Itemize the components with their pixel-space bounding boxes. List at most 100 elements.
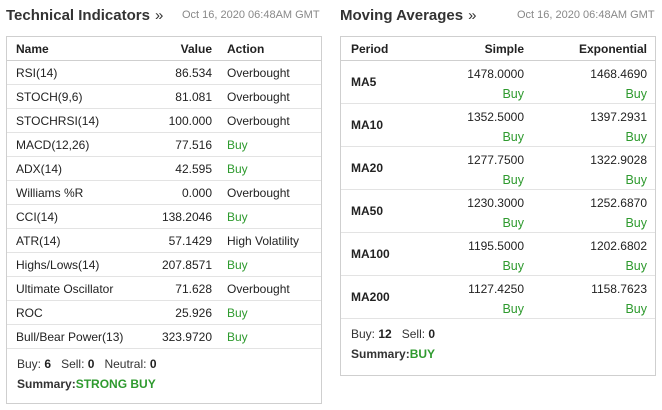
moving-counts: Buy: 12 Sell: 0 xyxy=(351,327,645,341)
table-row: Bull/Bear Power(13) 323.9720 Buy xyxy=(7,325,321,349)
ma-simple-value: 1127.4250 xyxy=(468,282,524,296)
table-row: Highs/Lows(14) 207.8571 Buy xyxy=(7,253,321,277)
ma-buy-count: 12 xyxy=(378,327,392,341)
ma-simple-signal: Buy xyxy=(502,130,524,144)
ma-simple-cell: 1195.5000 Buy xyxy=(436,233,524,275)
ma-simple-value: 1478.0000 xyxy=(467,67,524,81)
indicator-value: 323.9720 xyxy=(161,329,212,344)
ma-simple-signal: Buy xyxy=(502,216,524,230)
indicator-name[interactable]: STOCHRSI(14) xyxy=(16,113,100,128)
indicator-value: 86.534 xyxy=(175,65,212,80)
indicator-name[interactable]: RSI(14) xyxy=(16,65,58,80)
indicator-value: 25.926 xyxy=(175,305,212,320)
ma-sell-count: 0 xyxy=(428,327,436,341)
sell-count: 0 xyxy=(87,357,95,371)
table-row: MA50 1230.3000 Buy 1252.6870 Buy xyxy=(341,190,655,233)
ma-simple-value: 1352.5000 xyxy=(467,110,524,124)
indicator-value: 100.000 xyxy=(168,113,212,128)
ma-period: MA200 xyxy=(351,290,390,304)
col-header-action: Action xyxy=(227,41,265,56)
moving-averages-more-icon[interactable]: » xyxy=(468,6,477,24)
moving-timestamp: Oct 16, 2020 06:48AM GMT xyxy=(517,9,655,21)
col-header-period: Period xyxy=(351,41,389,56)
table-row: Williams %R 0.000 Overbought xyxy=(7,181,321,205)
ma-exp-cell: 1158.7623 Buy xyxy=(524,276,647,318)
moving-header-row: Period Simple Exponential xyxy=(341,37,655,61)
ma-period: MA100 xyxy=(351,247,390,261)
ma-exp-value: 1252.6870 xyxy=(590,196,647,210)
technical-timestamp: Oct 16, 2020 06:48AM GMT xyxy=(182,9,320,21)
indicator-name[interactable]: Ultimate Oscillator xyxy=(16,281,114,296)
indicator-name[interactable]: MACD(12,26) xyxy=(16,137,90,152)
ma-simple-cell: 1127.4250 Buy xyxy=(436,276,524,318)
technical-counts: Buy: 6 Sell: 0 Neutral: 0 xyxy=(17,357,311,371)
ma-simple-cell: 1230.3000 Buy xyxy=(436,190,524,232)
ma-exp-signal: Buy xyxy=(625,130,647,144)
buy-count: 6 xyxy=(44,357,52,371)
indicator-name[interactable]: STOCH(9,6) xyxy=(16,89,83,104)
ma-summary-label: Summary: xyxy=(351,347,410,361)
indicator-name[interactable]: Highs/Lows(14) xyxy=(16,257,100,272)
indicator-value: 42.595 xyxy=(175,161,212,176)
ma-simple-cell: 1478.0000 Buy xyxy=(436,61,524,103)
technical-indicators-more-icon[interactable]: » xyxy=(154,6,164,24)
technical-rows: RSI(14) 86.534 Overbought STOCH(9,6) 81.081 O… xyxy=(7,61,321,349)
ma-simple-signal: Buy xyxy=(502,87,524,101)
col-header-exponential: Exponential xyxy=(578,41,647,56)
ma-period: MA10 xyxy=(351,118,384,132)
ma-simple-signal: Buy xyxy=(502,259,524,273)
ma-simple-cell: 1277.7500 Buy xyxy=(436,147,524,189)
summary-verdict: STRONG BUY xyxy=(75,377,156,391)
ma-simple-value: 1195.5000 xyxy=(468,239,524,253)
indicator-action: Buy xyxy=(227,257,248,272)
ma-exp-value: 1397.2931 xyxy=(590,110,647,124)
table-row: MA20 1277.7500 Buy 1322.9028 Buy xyxy=(341,147,655,190)
moving-summary: Summary:BUY xyxy=(351,347,645,361)
ma-exp-cell: 1252.6870 Buy xyxy=(524,190,647,232)
indicator-name[interactable]: ADX(14) xyxy=(16,161,63,176)
indicator-action: Overbought xyxy=(227,281,290,296)
indicator-value: 57.1429 xyxy=(168,233,212,248)
indicator-value: 138.2046 xyxy=(161,209,212,224)
indicator-name[interactable]: CCI(14) xyxy=(16,209,59,224)
ma-period: MA20 xyxy=(351,161,384,175)
ma-exp-value: 1158.7623 xyxy=(591,282,647,296)
indicator-name[interactable]: Williams %R xyxy=(16,185,84,200)
moving-footer: Buy: 12 Sell: 0 Summary:BUY xyxy=(341,319,655,361)
ma-simple-signal: Buy xyxy=(502,173,524,187)
indicator-name[interactable]: ROC xyxy=(16,305,43,320)
indicator-value: 207.8571 xyxy=(161,257,212,272)
ma-exp-cell: 1397.2931 Buy xyxy=(524,104,647,146)
ma-exp-signal: Buy xyxy=(625,87,647,101)
table-row: MA200 1127.4250 Buy 1158.7623 Buy xyxy=(341,276,655,319)
moving-averages-table: Period Simple Exponential MA5 1478.0000 Bu… xyxy=(340,36,656,376)
summary-label: Summary: xyxy=(17,377,76,391)
col-header-name: Name xyxy=(16,41,49,56)
table-row: MACD(12,26) 77.516 Buy xyxy=(7,133,321,157)
indicator-action: Overbought xyxy=(227,185,290,200)
ma-simple-value: 1230.3000 xyxy=(467,196,524,210)
technical-indicators-table: Name Value Action RSI(14) 86.534 Overbough… xyxy=(6,36,322,404)
moving-averages-title[interactable]: Moving Averages xyxy=(340,6,464,24)
technical-indicators-header: Technical Indicators » xyxy=(6,5,163,25)
technical-indicators-title[interactable]: Technical Indicators xyxy=(6,6,150,24)
buy-count-label: Buy: xyxy=(17,357,42,371)
ma-exp-cell: 1322.9028 Buy xyxy=(524,147,647,189)
ma-period: MA5 xyxy=(351,75,377,89)
ma-simple-cell: 1352.5000 Buy xyxy=(436,104,524,146)
table-row: STOCH(9,6) 81.081 Overbought xyxy=(7,85,321,109)
col-header-value: Value xyxy=(180,41,212,56)
table-row: STOCHRSI(14) 100.000 Overbought xyxy=(7,109,321,133)
indicator-value: 0.000 xyxy=(181,185,212,200)
ma-exp-signal: Buy xyxy=(625,259,647,273)
indicator-action: Buy xyxy=(227,137,248,152)
table-row: Ultimate Oscillator 71.628 Overbought xyxy=(7,277,321,301)
technical-header-row: Name Value Action xyxy=(7,37,321,61)
moving-rows: MA5 1478.0000 Buy 1468.4690 Buy MA10 1352.5000… xyxy=(341,61,655,319)
indicator-name[interactable]: ATR(14) xyxy=(16,233,61,248)
ma-exp-signal: Buy xyxy=(625,302,647,316)
indicator-action: Overbought xyxy=(227,65,290,80)
ma-simple-value: 1277.7500 xyxy=(467,153,524,167)
neutral-count-label: Neutral: xyxy=(104,357,147,371)
indicator-name[interactable]: Bull/Bear Power(13) xyxy=(16,329,124,344)
